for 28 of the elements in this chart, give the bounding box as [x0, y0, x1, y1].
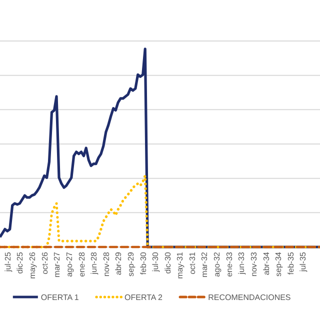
- x-tick-label: dic-25: [16, 251, 25, 274]
- x-tick-label: feb-30: [138, 251, 148, 275]
- x-tick-label: sep-29: [126, 251, 136, 276]
- x-tick-label: feb-35: [286, 251, 296, 275]
- x-tick-label: sep-34: [274, 251, 284, 276]
- x-tick-label: jul-25: [3, 251, 12, 273]
- x-tick-label: may-26: [28, 251, 37, 279]
- x-tick-label: dic-30: [163, 251, 172, 274]
- legend-label: OFERTA 2: [124, 293, 163, 302]
- x-tick-label: oct-31: [188, 251, 197, 274]
- x-tick-label: nov-28: [102, 251, 111, 276]
- x-tick-label: oct-26: [40, 251, 50, 274]
- x-tick-label: ene-33: [224, 251, 234, 277]
- x-tick-label: jul-35: [298, 251, 308, 273]
- x-tick-label: ene-28: [77, 251, 86, 277]
- x-tick-label: jul-30: [150, 251, 160, 273]
- x-tick-label: mar-32: [200, 251, 210, 278]
- x-tick-label: nov-33: [250, 251, 259, 276]
- x-tick-label: ago-32: [212, 251, 222, 277]
- x-tick-label: mar-27: [52, 251, 62, 278]
- x-tick-label: abr-34: [262, 251, 271, 276]
- x-tick-label: jun-28: [90, 251, 99, 276]
- legend-label: OFERTA 1: [40, 293, 80, 302]
- x-tick-label: may-31: [176, 251, 185, 279]
- x-tick-label: jun-33: [237, 251, 246, 276]
- x-tick-label: abr-29: [114, 251, 124, 276]
- legend-label: RECOMENDACIONES: [208, 293, 291, 302]
- x-tick-label: ago-27: [64, 251, 74, 277]
